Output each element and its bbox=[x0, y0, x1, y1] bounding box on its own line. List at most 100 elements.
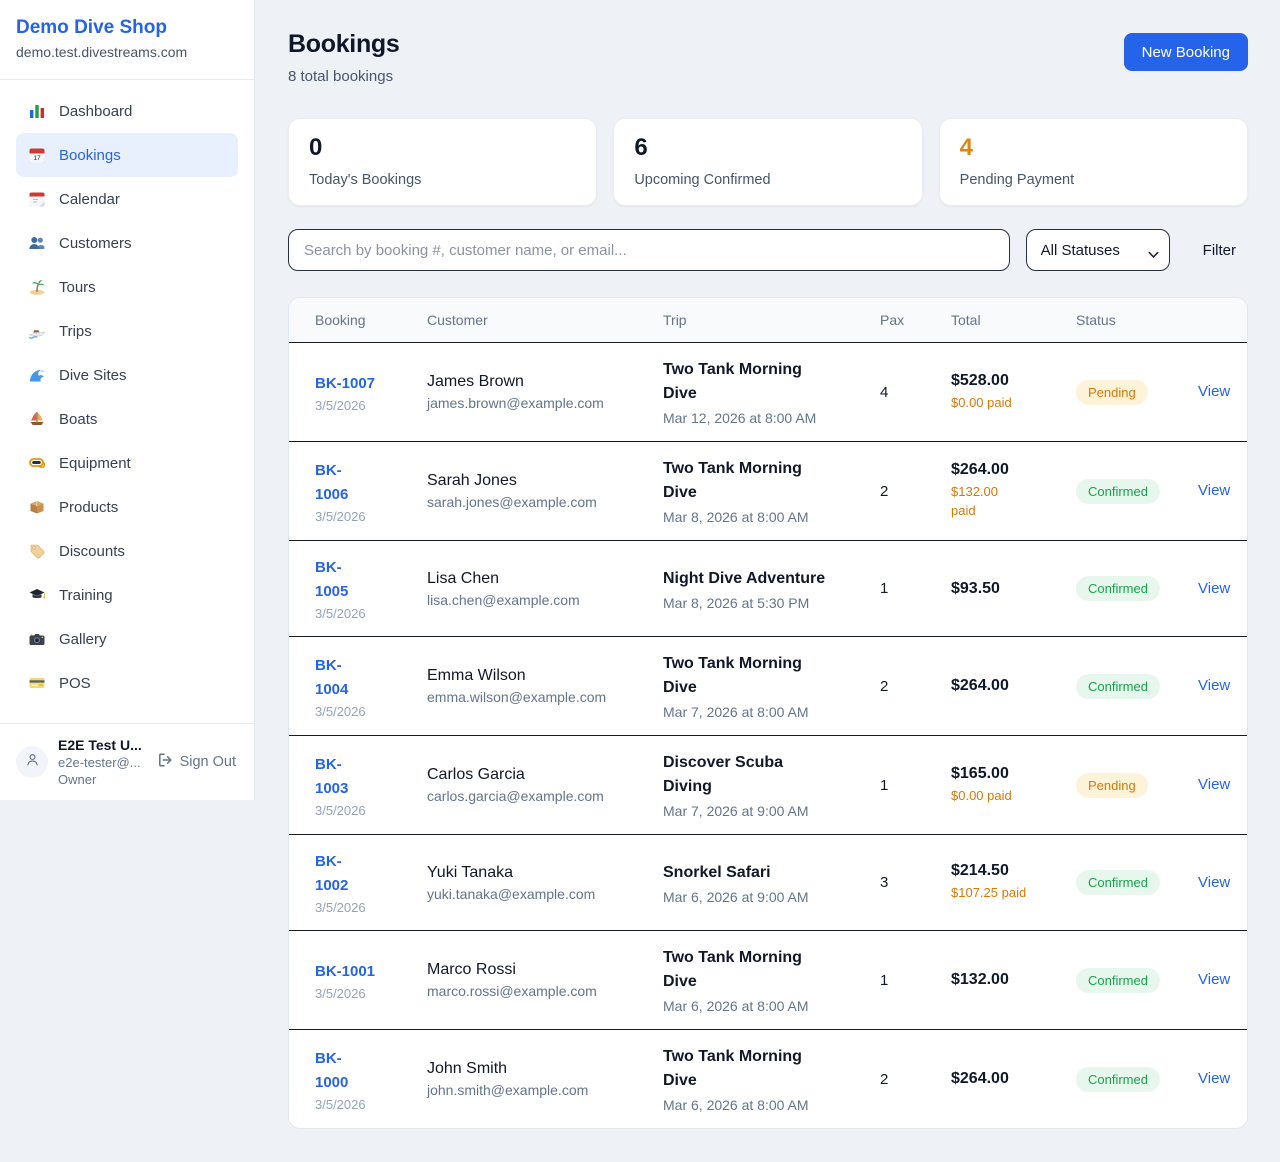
sidebar-item-dashboard[interactable]: Dashboard bbox=[16, 89, 238, 133]
sidebar-item-label: Bookings bbox=[59, 146, 121, 164]
sidebar-item-tours[interactable]: Tours bbox=[16, 265, 238, 309]
booking-date: 3/5/2026 bbox=[315, 397, 366, 413]
booking-row: BK-1001 3/5/2026 Marco Rossi marco.rossi… bbox=[289, 931, 1247, 1030]
view-link[interactable]: View bbox=[1198, 579, 1231, 597]
speedboat-icon bbox=[28, 322, 46, 340]
filter-button[interactable]: Filter bbox=[1191, 242, 1248, 259]
sidebar-item-bookings[interactable]: 17 Bookings bbox=[16, 133, 238, 177]
booking-row: BK- 1002 3/5/2026 Yuki Tanaka yuki.tanak… bbox=[289, 835, 1247, 931]
status-filter: All Statuses bbox=[1025, 229, 1170, 271]
sidebar-item-label: POS bbox=[59, 674, 91, 692]
stat-label: Pending Payment bbox=[959, 171, 1075, 188]
paid-amount: $132.00 paid bbox=[951, 484, 998, 518]
view-link[interactable]: View bbox=[1198, 776, 1231, 793]
trip-datetime: Mar 12, 2026 at 8:00 AM bbox=[663, 410, 817, 426]
sidebar-item-label: Tours bbox=[59, 278, 96, 296]
sidebar-item-label: Discounts bbox=[59, 542, 125, 560]
sidebar-item-discounts[interactable]: Discounts bbox=[16, 529, 238, 573]
sidebar-item-products[interactable]: Products bbox=[16, 485, 238, 529]
sidebar-item-label: Customers bbox=[59, 234, 132, 252]
brand-name[interactable]: Demo Dive Shop bbox=[16, 17, 167, 38]
view-link[interactable]: View bbox=[1198, 971, 1231, 988]
sidebar-item-customers[interactable]: Customers bbox=[16, 221, 238, 265]
trip-datetime: Mar 6, 2026 at 8:00 AM bbox=[663, 1097, 809, 1113]
sidebar-item-calendar[interactable]: Calendar bbox=[16, 177, 238, 221]
column-header-trip: Trip bbox=[663, 298, 880, 343]
customer-email: sarah.jones@example.com bbox=[427, 494, 597, 510]
booking-number-link[interactable]: BK- 1000 bbox=[315, 1049, 349, 1091]
booking-number-link[interactable]: BK- 1004 bbox=[315, 656, 349, 698]
sidebar-item-trips[interactable]: Trips bbox=[16, 309, 238, 353]
sidebar-item-training[interactable]: Training bbox=[16, 573, 238, 617]
sign-out-label: Sign Out bbox=[179, 754, 236, 770]
booking-row: BK-1007 3/5/2026 James Brown james.brown… bbox=[289, 343, 1247, 442]
customer-email: emma.wilson@example.com bbox=[427, 689, 607, 705]
sidebar-item-boats[interactable]: Boats bbox=[16, 397, 238, 441]
user-name: E2E Test U... bbox=[58, 737, 142, 753]
pax-count: 3 bbox=[880, 874, 889, 891]
trip-datetime: Mar 7, 2026 at 9:00 AM bbox=[663, 803, 809, 819]
sidebar-item-dive-sites[interactable]: Dive Sites bbox=[16, 353, 238, 397]
brand-domain: demo.test.divestreams.com bbox=[16, 44, 188, 60]
view-link[interactable]: View bbox=[1198, 677, 1231, 694]
view-link[interactable]: View bbox=[1198, 482, 1231, 499]
credit-card-icon bbox=[28, 674, 46, 692]
user-footer: E2E Test U... e2e-tester@... Owner Sign … bbox=[0, 723, 254, 800]
stat-value: 0 bbox=[309, 134, 323, 161]
total-amount: $214.50 bbox=[951, 862, 1009, 880]
pax-count: 1 bbox=[880, 776, 889, 794]
paid-amount: $107.25 paid bbox=[951, 885, 1027, 901]
trip-datetime: Mar 8, 2026 at 8:00 AM bbox=[663, 509, 809, 525]
booking-number-link[interactable]: BK-1001 bbox=[315, 962, 376, 980]
sidebar-item-equipment[interactable]: Equipment bbox=[16, 441, 238, 485]
booking-number-link[interactable]: BK- 1003 bbox=[315, 755, 349, 797]
sailboat-icon bbox=[28, 410, 46, 428]
trip-name: Two Tank Morning Dive bbox=[663, 949, 802, 990]
search-input[interactable] bbox=[288, 229, 1010, 271]
sidebar-menu: Dashboard 17 Bookings Calendar Customers Tour… bbox=[0, 80, 254, 723]
sidebar-item-pos[interactable]: POS bbox=[16, 661, 238, 705]
page-title: Bookings bbox=[288, 30, 400, 58]
view-link[interactable]: View bbox=[1198, 1070, 1231, 1087]
view-link[interactable]: View bbox=[1198, 873, 1231, 891]
booking-number-link[interactable]: BK-1007 bbox=[315, 374, 376, 392]
customer-email: marco.rossi@example.com bbox=[427, 983, 597, 999]
column-header-actions bbox=[1198, 298, 1247, 343]
booking-number-link[interactable]: BK- 1005 bbox=[315, 559, 349, 600]
booking-date: 3/5/2026 bbox=[315, 900, 366, 915]
stat-value: 4 bbox=[959, 134, 974, 161]
calendar-icon bbox=[28, 190, 46, 208]
status-badge: Confirmed bbox=[1076, 576, 1160, 601]
sidebar-item-label: Gallery bbox=[59, 630, 107, 648]
users-icon bbox=[28, 234, 46, 252]
sidebar-item-gallery[interactable]: Gallery bbox=[16, 617, 238, 661]
island-icon bbox=[28, 278, 46, 296]
status-badge: Confirmed bbox=[1076, 967, 1160, 993]
view-link[interactable]: View bbox=[1198, 383, 1231, 400]
sign-out-button[interactable]: Sign Out bbox=[155, 750, 238, 774]
booking-number-link[interactable]: BK- 1006 bbox=[315, 461, 349, 503]
booking-number-link[interactable]: BK- 1002 bbox=[315, 853, 349, 894]
sidebar-item-label: Dive Sites bbox=[59, 366, 127, 384]
sidebar: Demo Dive Shop demo.test.divestreams.com… bbox=[0, 0, 255, 800]
paid-amount: $0.00 paid bbox=[951, 787, 1012, 803]
wave-icon bbox=[28, 366, 46, 384]
total-amount: $93.50 bbox=[951, 579, 1000, 597]
new-booking-button[interactable]: New Booking bbox=[1123, 33, 1248, 71]
table-header: Booking Customer Trip Pax Total Status bbox=[289, 298, 1247, 343]
trip-datetime: Mar 6, 2026 at 9:00 AM bbox=[663, 888, 809, 905]
stat-label: Today's Bookings bbox=[309, 171, 422, 188]
camera-icon bbox=[28, 630, 46, 648]
booking-row: BK- 1000 3/5/2026 John Smith john.smith@… bbox=[289, 1030, 1247, 1129]
stat-card: 0 Today's Bookings bbox=[288, 118, 598, 206]
column-header-total: Total bbox=[951, 298, 1076, 343]
pax-count: 1 bbox=[880, 580, 889, 597]
booking-date: 3/5/2026 bbox=[315, 606, 366, 621]
trip-name: Night Dive Adventure bbox=[663, 569, 826, 587]
stat-card: 4 Pending Payment bbox=[938, 118, 1248, 206]
svg-text:17: 17 bbox=[33, 155, 41, 162]
booking-row: BK- 1006 3/5/2026 Sarah Jones sarah.jone… bbox=[289, 442, 1247, 541]
status-filter-select[interactable]: All Statuses bbox=[1025, 229, 1170, 271]
page-header-text: Bookings 8 total bookings bbox=[288, 30, 400, 85]
